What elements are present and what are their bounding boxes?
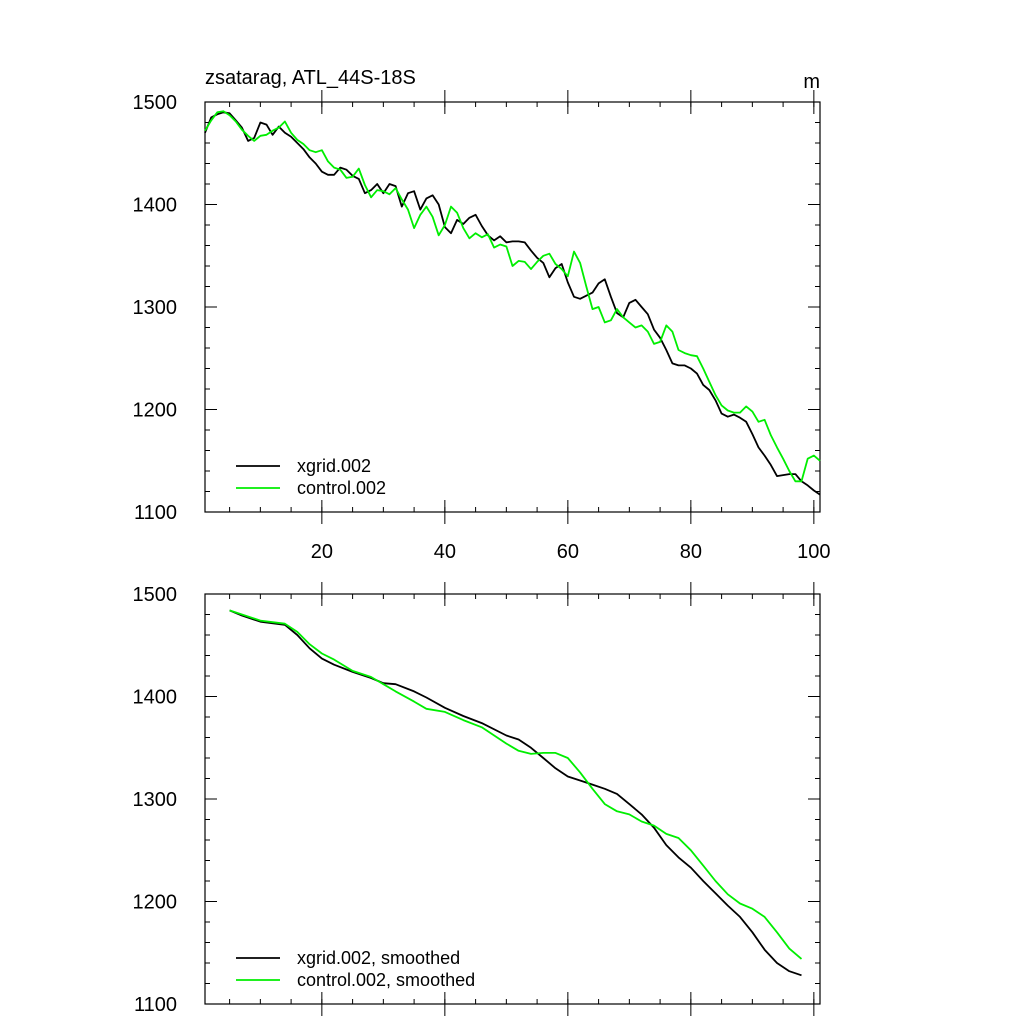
series-line-control [204, 110, 821, 483]
chart-panel-1: 1100 1200 1300 1400 1500 20 40 60 80 100 zsatarag,… [133, 67, 831, 563]
y-tick-label: 1400 [133, 687, 178, 709]
y-tick-label: 1100 [134, 502, 177, 524]
legend-label: control.002, smoothed [297, 970, 475, 990]
y-tick-label: 1200 [133, 400, 178, 422]
series-line-control [229, 609, 803, 960]
x-tick-label: 20 [311, 541, 333, 563]
series-line-xgrid [204, 111, 821, 496]
series-line-xgrid [229, 609, 802, 977]
y-tick-label: 1500 [133, 92, 178, 114]
y-tick-label: 1100 [134, 994, 177, 1016]
chart-title: zsatarag, ATL_44S-18S [205, 67, 416, 89]
x-tick-label: 60 [557, 541, 579, 563]
y-tick-label: 1300 [133, 789, 178, 811]
plot-frame [204, 101, 821, 513]
units-label: m [803, 71, 820, 93]
legend-label: control.002 [297, 478, 386, 498]
y-tick-label: 1300 [133, 297, 178, 319]
x-tick-label: 80 [680, 541, 702, 563]
legend-label: xgrid.002, smoothed [297, 948, 460, 968]
x-tick-label: 100 [797, 541, 830, 563]
plot-frame [204, 593, 821, 1005]
legend-label: xgrid.002 [297, 456, 371, 476]
x-tick-label: 40 [434, 541, 456, 563]
chart-panel-2: 1100 1200 1300 1400 1500 xgrid.002, smoothedc… [133, 582, 821, 1016]
y-tick-label: 1500 [133, 584, 178, 606]
y-tick-label: 1200 [133, 892, 178, 914]
y-tick-label: 1400 [133, 195, 178, 217]
